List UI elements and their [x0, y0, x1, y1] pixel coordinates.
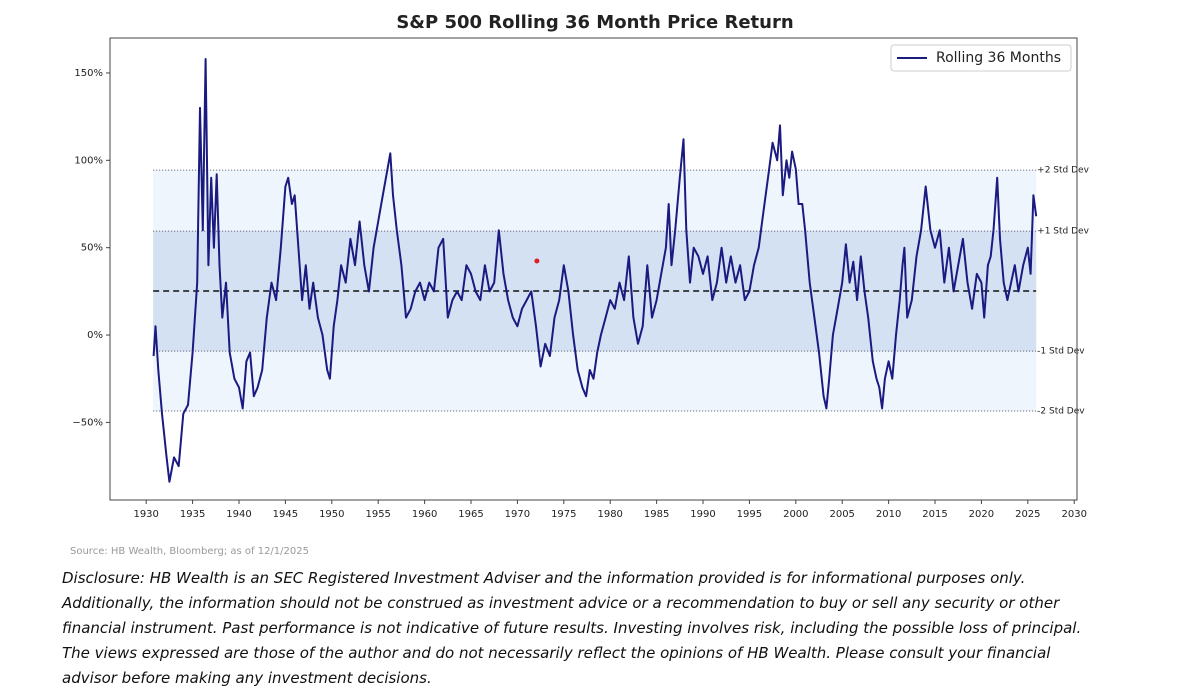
x-tick-label: 1980: [597, 509, 622, 520]
x-tick-label: 1965: [458, 509, 483, 520]
x-tick-label: 2005: [829, 509, 854, 520]
x-tick-label: 1990: [690, 509, 715, 520]
x-tick-label: 1960: [412, 509, 437, 520]
x-tick-label: 1955: [365, 509, 390, 520]
y-tick-label: 0%: [87, 330, 103, 341]
chart-title: S&P 500 Rolling 36 Month Price Return: [396, 12, 793, 33]
chart: S&P 500 Rolling 36 Month Price Return +2…: [72, 12, 1089, 520]
disclosure: Disclosure: HB Wealth is an SEC Register…: [62, 566, 1081, 691]
x-tick-label: 2000: [783, 509, 808, 520]
disclosure-line: Additionally, the information should not…: [62, 594, 1060, 612]
x-tick-label: 2020: [969, 509, 994, 520]
source: Source: HB Wealth, Bloomberg; as of 12/1…: [70, 546, 309, 557]
std-label: +1 Std Dev: [1037, 227, 1089, 237]
std-label: +2 Std Dev: [1037, 166, 1089, 176]
disclosure-line: advisor before making any investment dec…: [62, 669, 432, 687]
legend-label: Rolling 36 Months: [936, 50, 1061, 66]
plot-frame: [109, 37, 1078, 501]
legend-box: [890, 44, 1072, 72]
x-tick-label: 2015: [922, 509, 947, 520]
y-tick-label: 100%: [74, 155, 103, 166]
x-tick-label: 1930: [133, 509, 158, 520]
disclosure-line: Disclosure: HB Wealth is an SEC Register…: [62, 569, 1026, 587]
x-tick-label: 1995: [737, 509, 762, 520]
y-tick-label: −50%: [72, 417, 103, 428]
std-label: -1 Std Dev: [1037, 347, 1085, 357]
x-tick-label: 2010: [876, 509, 901, 520]
y-tick-label: 50%: [81, 243, 103, 254]
x-tick-label: 1975: [551, 509, 576, 520]
x-tick-label: 2025: [1015, 509, 1040, 520]
x-tick-label: 1950: [319, 509, 344, 520]
disclosure-line: financial instrument. Past performance i…: [62, 619, 1082, 637]
x-tick-label: 1985: [644, 509, 669, 520]
disclosure-line: The views expressed are those of the aut…: [62, 644, 1051, 662]
x-tick-label: 1940: [226, 509, 251, 520]
x-tick-label: 1935: [180, 509, 205, 520]
series-line: [152, 58, 1038, 483]
y-tick-label: 150%: [74, 68, 103, 79]
x-tick-label: 1970: [505, 509, 530, 520]
x-tick-label: 1945: [273, 509, 298, 520]
highlight-dot: [534, 258, 540, 264]
x-tick-label: 2030: [1061, 509, 1086, 520]
std-label: -2 Std Dev: [1037, 407, 1085, 417]
